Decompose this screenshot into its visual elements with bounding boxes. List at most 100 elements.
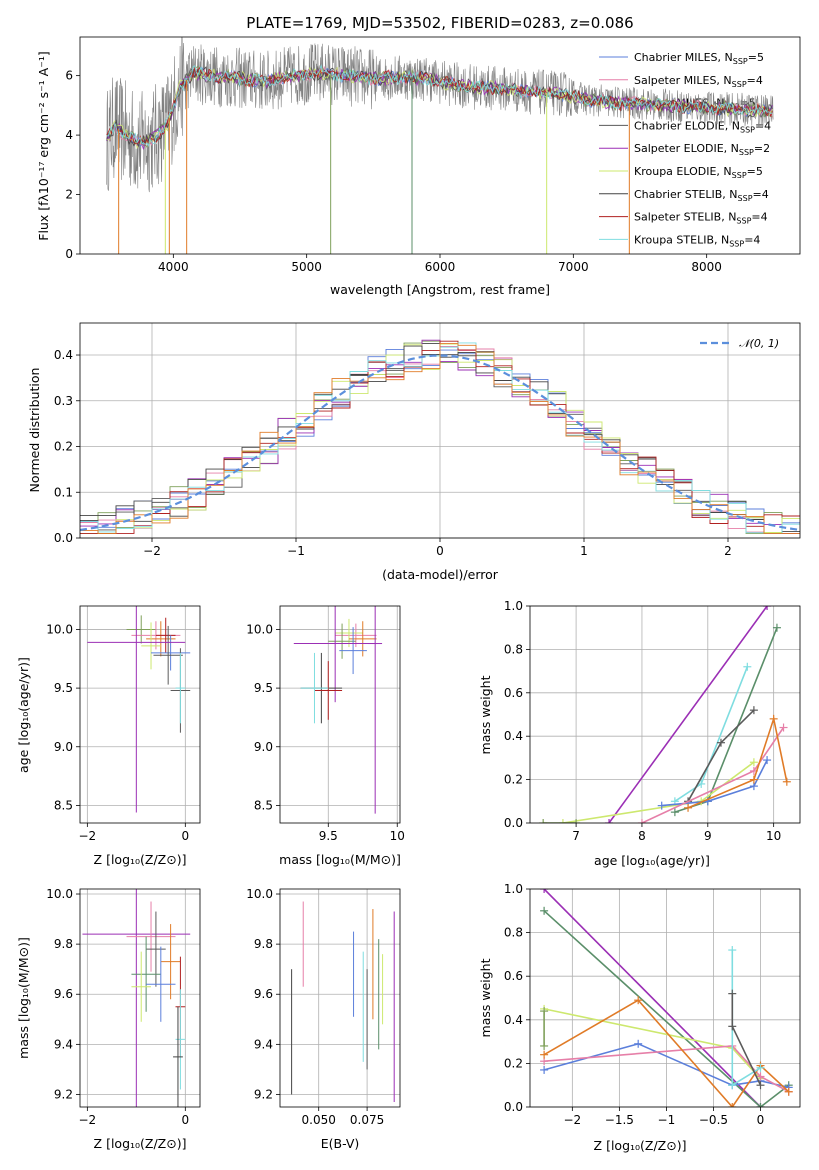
mass-weight-series: [543, 889, 762, 1107]
y-tick-label: 9.2: [54, 1087, 73, 1101]
y-tick-label: 0.1: [54, 485, 73, 499]
x-tick-label: 8: [638, 829, 646, 843]
y-tick-label: 8.5: [254, 798, 273, 812]
x-tick-label: −2: [143, 544, 161, 558]
legend-entry: Salpeter ELODIE, NSSP=2: [634, 142, 770, 157]
y-tick-label: 4: [65, 128, 73, 142]
plot-area: [293, 606, 383, 814]
y-tick-label: 9.4: [254, 1037, 273, 1051]
model-spectrum-line: [106, 66, 773, 147]
y-tick-label: 0.2: [54, 440, 73, 454]
mass-weight-series: [674, 666, 749, 802]
y-tick-label: 1.0: [504, 599, 523, 613]
y-tick-label: 2: [65, 188, 73, 202]
y-tick-label: 0.4: [504, 729, 523, 743]
y-tick-label: 9.2: [254, 1087, 273, 1101]
y-tick-label: 1.0: [504, 882, 523, 896]
age-vs-mass-panel: mass [log₁₀(M/M⊙)] 9.5 10 8.5 9.0 9.5 10.0: [246, 605, 405, 867]
spectrum-xlabel: wavelength [Angstrom, rest frame]: [330, 282, 550, 297]
plot-area: [87, 606, 191, 813]
y-tick-label: 9.8: [54, 937, 73, 951]
plot-area: [539, 606, 791, 823]
x-tick-label: 9: [704, 829, 712, 843]
spectrum-legend: Chabrier MILES, NSSP=5 Salpeter MILES, NS…: [599, 51, 771, 248]
y-tick-label: 9.5: [254, 681, 273, 695]
x-tick-label: 7: [572, 829, 580, 843]
legend-entry: Kroupa ELODIE, NSSP=5: [634, 165, 763, 180]
normal-curve: [80, 354, 800, 532]
mass-vs-metallicity-panel: Z [log₁₀(Z/Z⊙)] mass [log₁₀(M/M⊙)] −2 0 9.…: [16, 887, 201, 1151]
age-vs-metallicity-ylabel: age [log₁₀(age/yr)]: [16, 657, 31, 773]
mass-vs-metallicity-ylabel: mass [log₁₀(M/M⊙)]: [16, 937, 31, 1059]
x-tick-label: 6000: [425, 260, 456, 274]
axes-frame: [79, 605, 201, 824]
mass-vs-ebv-panel: E(B-V) 0.050 0.075 9.2 9.4 9.6 9.8 10.0: [246, 887, 401, 1151]
residual-histogram: [80, 340, 800, 534]
mass-weight-series: [543, 1008, 762, 1080]
y-tick-label: 0.8: [504, 642, 523, 656]
x-tick-label: 4000: [158, 260, 189, 274]
mass-weight-series: [543, 999, 790, 1107]
y-tick-label: 9.6: [254, 987, 273, 1001]
y-tick-label: 9.0: [254, 740, 273, 754]
y-tick-label: 0.2: [504, 1056, 523, 1070]
mass-weight-series: [731, 950, 761, 1087]
y-tick-label: 0.6: [504, 686, 523, 700]
massweight-vs-metallicity-panel: Z [log₁₀(Z/Z⊙)] mass weight −2 −1.5 −1 −0.5…: [478, 882, 801, 1153]
x-tick-label: 10: [390, 829, 405, 843]
massweight-vs-age-ylabel: mass weight: [478, 675, 493, 754]
axes-frame: [79, 888, 201, 1108]
y-tick-label: 0.0: [504, 1100, 523, 1114]
spectrum-ylabel: Flux [fλ10⁻¹⁷ erg cm⁻² s⁻¹ A⁻¹]: [36, 51, 51, 240]
axes-frame: [279, 605, 401, 824]
x-tick-label: −2: [563, 1113, 581, 1127]
x-tick-label: 9.5: [319, 829, 338, 843]
x-tick-label: 8000: [691, 260, 722, 274]
y-tick-label: 9.5: [54, 681, 73, 695]
y-tick-label: 0.6: [504, 969, 523, 983]
mass-weight-series: [641, 727, 785, 823]
x-tick-label: 0.075: [350, 1113, 384, 1127]
mass-weight-series: [543, 910, 790, 1107]
y-tick-label: 8.5: [54, 798, 73, 812]
plot-area: [291, 901, 395, 1102]
x-tick-label: 5000: [291, 260, 322, 274]
plot-area: [82, 889, 191, 1107]
plot-area: [540, 889, 793, 1107]
y-tick-label: 0.3: [54, 394, 73, 408]
x-tick-label: −0.5: [699, 1113, 728, 1127]
x-tick-label: 0: [181, 1113, 189, 1127]
massweight-vs-age-panel: age [log₁₀(age/yr)] mass weight 7 8 9 10 0.0…: [478, 599, 801, 868]
legend-entry: Kroupa STELIB, NSSP=4: [634, 233, 760, 248]
y-tick-label: 0.0: [54, 531, 73, 545]
residuals-xlabel: (data-model)/error: [382, 567, 499, 582]
spectrum-title: PLATE=1769, MJD=53502, FIBERID=0283, z=0…: [246, 14, 633, 32]
y-tick-label: 9.6: [54, 987, 73, 1001]
x-tick-label: 7000: [558, 260, 589, 274]
legend-entry: 𝒩(0, 1): [739, 337, 779, 350]
x-tick-label: −1: [287, 544, 305, 558]
y-tick-label: 0.4: [54, 348, 73, 362]
massweight-vs-metallicity-xlabel: Z [log₁₀(Z/Z⊙)]: [594, 1138, 687, 1153]
x-tick-label: −1.5: [605, 1113, 634, 1127]
y-tick-label: 9.8: [254, 937, 273, 951]
mass-weight-series: [608, 606, 768, 823]
y-tick-label: 10.0: [246, 887, 273, 901]
y-tick-label: 9.4: [54, 1037, 73, 1051]
axes-frame: [529, 605, 801, 824]
model-spectrum-line: [106, 64, 773, 147]
legend-entry: Chabrier MILES, NSSP=5: [634, 51, 764, 66]
y-tick-label: 0: [65, 247, 73, 261]
x-tick-label: 10: [766, 829, 781, 843]
mass-vs-ebv-xlabel: E(B-V): [321, 1136, 360, 1151]
mass-vs-metallicity-xlabel: Z [log₁₀(Z/Z⊙)]: [94, 1136, 187, 1151]
x-tick-label: −2: [78, 1113, 96, 1127]
mass-weight-series: [687, 715, 788, 809]
plot-area: [106, 37, 774, 254]
y-tick-label: 0.8: [504, 926, 523, 940]
massweight-vs-age-xlabel: age [log₁₀(age/yr)]: [594, 853, 710, 868]
residuals-ylabel: Normed distribution: [27, 368, 42, 493]
axes-frame: [279, 888, 401, 1108]
axes-frame: [529, 888, 801, 1108]
age-vs-mass-xlabel: mass [log₁₀(M/M⊙)]: [279, 852, 401, 867]
